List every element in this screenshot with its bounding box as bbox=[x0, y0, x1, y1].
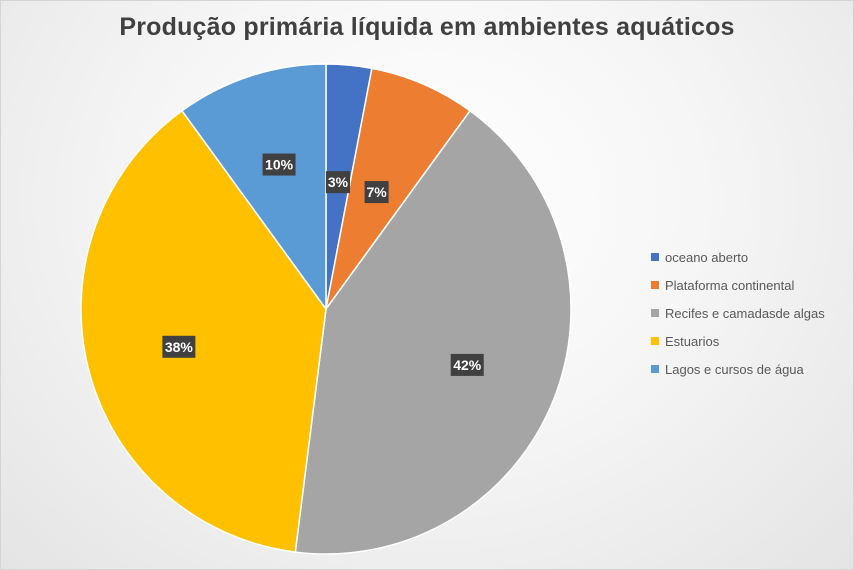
data-label-box bbox=[325, 171, 350, 194]
legend-swatch bbox=[651, 365, 659, 373]
legend-label: oceano aberto bbox=[665, 249, 749, 265]
pie-slice-3 bbox=[294, 109, 572, 555]
data-label-text: 3% bbox=[328, 174, 349, 190]
legend-label: Plataforma continental bbox=[665, 277, 795, 293]
pie-slice-4 bbox=[80, 109, 327, 553]
legend-swatch bbox=[651, 281, 659, 289]
data-label-box bbox=[364, 181, 389, 204]
legend-item: Lagos e cursos de água bbox=[651, 355, 851, 383]
data-label-box bbox=[450, 353, 484, 376]
legend: oceano aberto Plataforma continental Recif… bbox=[651, 243, 851, 383]
legend-label: Estuarios bbox=[665, 333, 720, 349]
legend-label: Lagos e cursos de água bbox=[665, 361, 804, 377]
legend-item: Plataforma continental bbox=[651, 271, 851, 299]
data-label-box bbox=[162, 335, 196, 358]
data-label-2: 7% bbox=[364, 181, 389, 204]
chart-title: Produção primária líquida em ambientes a… bbox=[119, 13, 735, 41]
data-label-text: 10% bbox=[265, 157, 294, 173]
legend-item: Estuarios bbox=[651, 327, 851, 355]
legend-label: Recifes e camadasde algas bbox=[665, 305, 825, 321]
data-label-text: 7% bbox=[366, 184, 387, 200]
data-label-text: 38% bbox=[165, 339, 194, 355]
pie-slices bbox=[80, 63, 572, 555]
data-label-4: 38% bbox=[162, 335, 196, 358]
pie-slice-2 bbox=[325, 67, 472, 310]
data-label-box bbox=[262, 153, 296, 176]
data-label-text: 42% bbox=[453, 357, 482, 373]
legend-swatch bbox=[651, 253, 659, 261]
data-label-1: 3% bbox=[325, 171, 350, 194]
legend-swatch bbox=[651, 309, 659, 317]
legend-item: oceano aberto bbox=[651, 243, 851, 271]
legend-item: Recifes e camadasde algas bbox=[651, 299, 851, 327]
pie-slice-5 bbox=[180, 63, 327, 312]
data-label-3: 42% bbox=[450, 353, 484, 376]
data-labels: 3% 7% 42% 38% 10% bbox=[162, 153, 484, 376]
data-label-5: 10% bbox=[262, 153, 296, 176]
legend-swatch bbox=[651, 337, 659, 345]
